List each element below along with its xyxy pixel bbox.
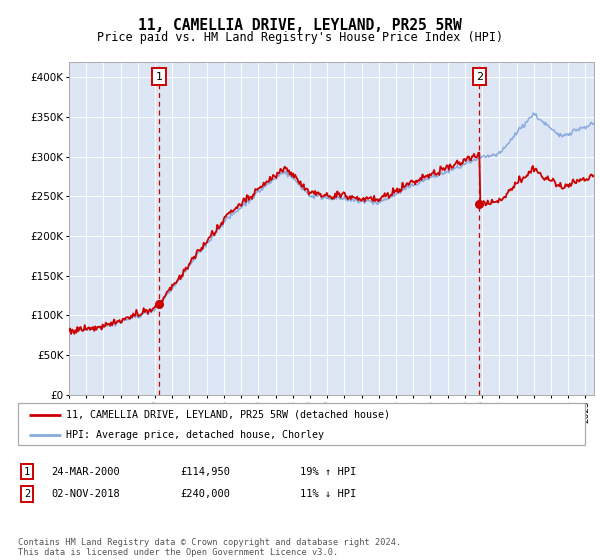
FancyBboxPatch shape	[18, 403, 585, 445]
Text: 19% ↑ HPI: 19% ↑ HPI	[300, 466, 356, 477]
Text: 11% ↓ HPI: 11% ↓ HPI	[300, 489, 356, 499]
Text: HPI: Average price, detached house, Chorley: HPI: Average price, detached house, Chor…	[66, 430, 324, 440]
Text: 2: 2	[476, 72, 483, 82]
Text: Price paid vs. HM Land Registry's House Price Index (HPI): Price paid vs. HM Land Registry's House …	[97, 31, 503, 44]
Text: 11, CAMELLIA DRIVE, LEYLAND, PR25 5RW: 11, CAMELLIA DRIVE, LEYLAND, PR25 5RW	[138, 18, 462, 33]
Text: 11, CAMELLIA DRIVE, LEYLAND, PR25 5RW (detached house): 11, CAMELLIA DRIVE, LEYLAND, PR25 5RW (d…	[66, 410, 390, 420]
Text: 2: 2	[24, 489, 30, 499]
Text: £240,000: £240,000	[180, 489, 230, 499]
Text: 02-NOV-2018: 02-NOV-2018	[51, 489, 120, 499]
Text: 24-MAR-2000: 24-MAR-2000	[51, 466, 120, 477]
Text: Contains HM Land Registry data © Crown copyright and database right 2024.
This d: Contains HM Land Registry data © Crown c…	[18, 538, 401, 557]
Text: 1: 1	[155, 72, 163, 82]
Text: 1: 1	[24, 466, 30, 477]
Text: £114,950: £114,950	[180, 466, 230, 477]
